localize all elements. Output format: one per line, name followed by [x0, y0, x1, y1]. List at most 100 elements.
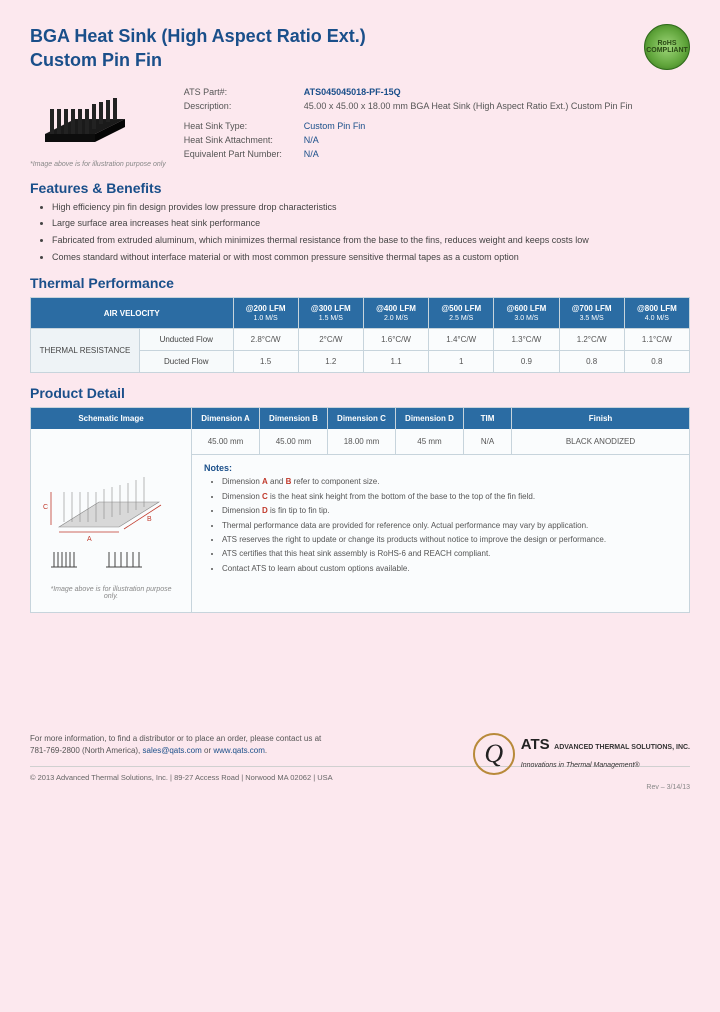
th-resistance: THERMAL RESISTANCE	[31, 329, 140, 373]
spec-attach-value: N/A	[304, 135, 319, 145]
features-heading: Features & Benefits	[30, 180, 690, 196]
spec-desc-value: 45.00 x 45.00 x 18.00 mm BGA Heat Sink (…	[304, 101, 633, 111]
dh-c: Dimension C	[328, 408, 396, 429]
cell: 2°C/W	[298, 329, 363, 351]
schematic-body: A B C *Image above is for illustratio	[31, 429, 191, 612]
th-air-velocity: AIR VELOCITY	[31, 298, 234, 329]
title-line2: Custom Pin Fin	[30, 50, 162, 70]
cell: 1.3°C/W	[494, 329, 559, 351]
feature-item: Fabricated from extruded aluminum, which…	[52, 235, 690, 247]
heatsink-image	[30, 87, 140, 157]
page: BGA Heat Sink (High Aspect Ratio Ext.) C…	[0, 0, 720, 811]
cell: 0.8	[624, 351, 689, 373]
notes-list: Dimension A and B refer to component siz…	[204, 477, 677, 574]
notes-block: Notes: Dimension A and B refer to compon…	[192, 455, 689, 612]
footer-logo: Q ATS ADVANCED THERMAL SOLUTIONS, INC. I…	[473, 733, 690, 775]
note-item: ATS reserves the right to update or chan…	[222, 535, 677, 545]
th-col: @500 LFM2.5 M/S	[429, 298, 494, 329]
spec-type-value: Custom Pin Fin	[304, 121, 366, 131]
dv-tim: N/A	[464, 429, 512, 454]
revision: Rev – 3/14/13	[30, 784, 690, 791]
cell: 1.4°C/W	[429, 329, 494, 351]
detail-heads: Dimension A Dimension B Dimension C Dime…	[192, 408, 689, 429]
row-unducted: Unducted Flow	[140, 329, 234, 351]
dh-tim: TIM	[464, 408, 512, 429]
cell: 0.9	[494, 351, 559, 373]
cell: 1.1	[363, 351, 428, 373]
note-item: ATS certifies that this heat sink assemb…	[222, 549, 677, 559]
logo-full: ADVANCED THERMAL SOLUTIONS, INC.	[554, 744, 690, 751]
note-item: Dimension C is the heat sink height from…	[222, 492, 677, 502]
schematic-column: Schematic Image	[31, 408, 192, 612]
cell: 1.5	[233, 351, 298, 373]
spec-type-label: Heat Sink Type:	[184, 121, 304, 131]
footer: Q ATS ADVANCED THERMAL SOLUTIONS, INC. I…	[30, 733, 690, 790]
detail-table: Schematic Image	[30, 407, 690, 613]
spec-part-label: ATS Part#:	[184, 87, 304, 97]
dh-b: Dimension B	[260, 408, 328, 429]
detail-heading: Product Detail	[30, 385, 690, 401]
dv-c: 18.00 mm	[328, 429, 396, 454]
thermal-table: AIR VELOCITY @200 LFM1.0 M/S @300 LFM1.5…	[30, 297, 690, 373]
note-item: Dimension D is fin tip to fin tip.	[222, 506, 677, 516]
web-link[interactable]: www.qats.com	[213, 746, 265, 755]
email-link[interactable]: sales@qats.com	[143, 746, 202, 755]
cell: 0.8	[559, 351, 624, 373]
detail-vals: 45.00 mm 45.00 mm 18.00 mm 45 mm N/A BLA…	[192, 429, 689, 455]
detail-right: Dimension A Dimension B Dimension C Dime…	[192, 408, 689, 612]
features-list: High efficiency pin fin design provides …	[30, 202, 690, 264]
spec-table: ATS Part#:ATS045045018-PF-15Q Descriptio…	[184, 87, 633, 168]
note-item: Thermal performance data are provided fo…	[222, 521, 677, 531]
note-item: Dimension A and B refer to component siz…	[222, 477, 677, 487]
dv-d: 45 mm	[396, 429, 464, 454]
logo-q-icon: Q	[473, 733, 515, 775]
dv-a: 45.00 mm	[192, 429, 260, 454]
dv-finish: BLACK ANODIZED	[512, 429, 689, 454]
th-col: @400 LFM2.0 M/S	[363, 298, 428, 329]
product-image-wrap: *Image above is for illustration purpose…	[30, 87, 166, 168]
spec-desc-label: Description:	[184, 101, 304, 111]
spec-equiv-label: Equivalent Part Number:	[184, 149, 304, 159]
schematic-caption: *Image above is for illustration purpose…	[39, 582, 183, 604]
spec-part-value: ATS045045018-PF-15Q	[304, 87, 401, 97]
cell: 1.6°C/W	[363, 329, 428, 351]
logo-tagline: Innovations in Thermal Management®	[521, 762, 640, 769]
rohs-badge: RoHS COMPLIANT	[644, 24, 690, 70]
cell: 1	[429, 351, 494, 373]
spec-attach-label: Heat Sink Attachment:	[184, 135, 304, 145]
th-col: @600 LFM3.0 M/S	[494, 298, 559, 329]
logo-ats: ATS	[521, 736, 550, 753]
schematic-head: Schematic Image	[31, 408, 191, 429]
page-title: BGA Heat Sink (High Aspect Ratio Ext.) C…	[30, 24, 690, 73]
feature-item: Comes standard without interface materia…	[52, 252, 690, 264]
thermal-heading: Thermal Performance	[30, 275, 690, 291]
dh-d: Dimension D	[396, 408, 464, 429]
note-item: Contact ATS to learn about custom option…	[222, 564, 677, 574]
th-col: @700 LFM3.5 M/S	[559, 298, 624, 329]
cell: 1.2°C/W	[559, 329, 624, 351]
notes-heading: Notes:	[204, 463, 677, 473]
svg-text:A: A	[87, 536, 92, 543]
th-col: @300 LFM1.5 M/S	[298, 298, 363, 329]
svg-text:C: C	[43, 504, 48, 511]
dh-finish: Finish	[512, 408, 689, 429]
spec-equiv-value: N/A	[304, 149, 319, 159]
cell: 1.1°C/W	[624, 329, 689, 351]
cell: 1.2	[298, 351, 363, 373]
feature-item: High efficiency pin fin design provides …	[52, 202, 690, 214]
title-line1: BGA Heat Sink (High Aspect Ratio Ext.)	[30, 26, 366, 46]
svg-text:B: B	[147, 516, 152, 523]
th-col: @200 LFM1.0 M/S	[233, 298, 298, 329]
product-summary: *Image above is for illustration purpose…	[30, 87, 690, 168]
row-ducted: Ducted Flow	[140, 351, 234, 373]
schematic-icon: A B C	[39, 437, 179, 577]
th-col: @800 LFM4.0 M/S	[624, 298, 689, 329]
image-caption: *Image above is for illustration purpose…	[30, 161, 166, 168]
cell: 2.8°C/W	[233, 329, 298, 351]
header: BGA Heat Sink (High Aspect Ratio Ext.) C…	[30, 24, 690, 73]
dh-a: Dimension A	[192, 408, 260, 429]
heatsink-icon	[35, 94, 135, 149]
feature-item: Large surface area increases heat sink p…	[52, 218, 690, 230]
logo-text-block: ATS ADVANCED THERMAL SOLUTIONS, INC. Inn…	[521, 736, 690, 772]
rohs-text: RoHS COMPLIANT	[646, 40, 688, 54]
